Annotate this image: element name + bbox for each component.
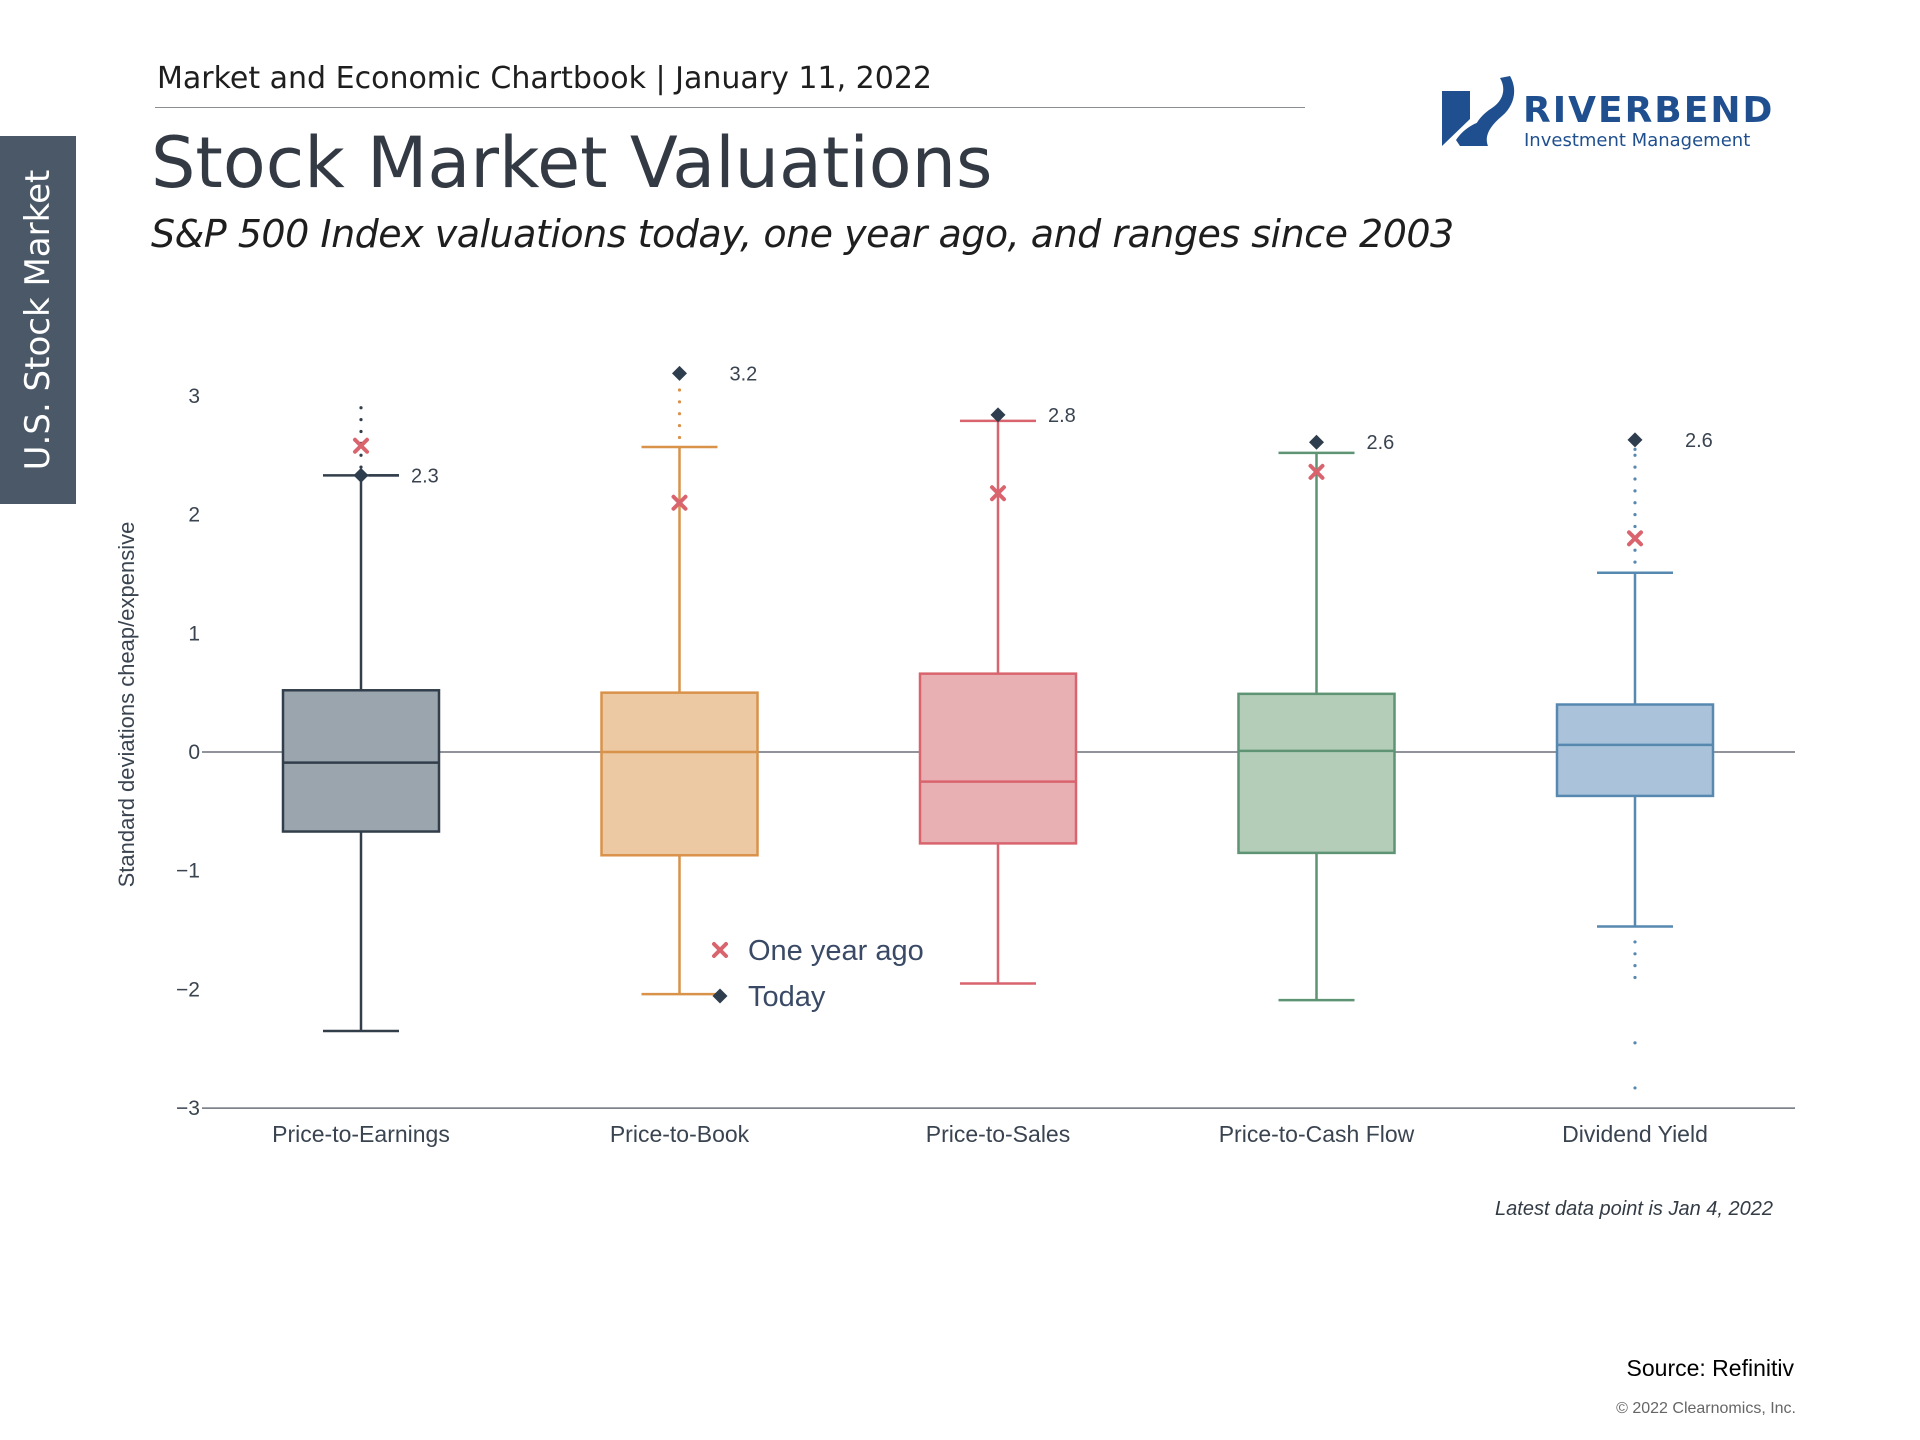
- outlier-point: [1633, 1086, 1637, 1090]
- x-stroke: [353, 437, 369, 454]
- outlier-point: [1633, 477, 1637, 481]
- legend-x-icon: [712, 942, 728, 958]
- outlier-point: [1633, 453, 1637, 457]
- riverbend-logo: RIVERBEND Investment Management: [1440, 74, 1772, 156]
- outlier-point: [359, 465, 363, 469]
- outlier-point: [1633, 447, 1637, 451]
- outlier-point: [1633, 560, 1637, 564]
- outlier-point: [1633, 952, 1637, 956]
- one-year-ago-marker: [353, 437, 369, 454]
- one-year-ago-marker: [671, 494, 688, 511]
- outlier-point: [359, 453, 363, 457]
- x-tick-label: Price-to-Sales: [926, 1121, 1070, 1147]
- today-value-label: 2.6: [1685, 430, 1713, 452]
- y-tick-label: 0: [188, 741, 200, 764]
- box: [1555, 703, 1715, 798]
- x-stroke: [671, 494, 688, 511]
- today-value-label: 2.8: [1048, 405, 1076, 427]
- outlier-point: [677, 388, 682, 392]
- x-tick-label: Price-to-Cash Flow: [1219, 1121, 1415, 1147]
- today-marker: [990, 407, 1006, 423]
- x-stroke: [1627, 530, 1643, 547]
- outlier-point: [359, 418, 363, 422]
- today-value-label: 3.2: [730, 363, 758, 385]
- x-stroke: [1308, 463, 1325, 480]
- x-tick-label: Dividend Yield: [1562, 1121, 1708, 1147]
- outlier-point: [1633, 465, 1637, 469]
- box: [600, 691, 759, 857]
- box: [281, 689, 441, 833]
- y-tick-label: 2: [188, 504, 200, 527]
- x-tick-label: Price-to-Book: [610, 1121, 750, 1147]
- today-marker: [672, 365, 687, 381]
- y-tick-label: −2: [176, 978, 200, 1001]
- header-divider: [155, 107, 1305, 108]
- one-year-ago-marker: [1308, 463, 1325, 480]
- side-tab: U.S. Stock Market: [0, 136, 76, 504]
- x-stroke: [990, 485, 1006, 502]
- outlier-point: [677, 400, 682, 404]
- outlier-point: [1633, 513, 1637, 517]
- publication-line: Market and Economic Chartbook | January …: [157, 61, 933, 96]
- outlier-point: [1633, 524, 1637, 529]
- logo-tagline: Investment Management: [1524, 130, 1751, 151]
- today-value-label: 2.3: [411, 465, 439, 487]
- y-tick-label: −1: [176, 860, 200, 883]
- outlier-point: [1633, 975, 1637, 980]
- outlier-point: [677, 435, 682, 440]
- y-tick-label: −3: [176, 1097, 200, 1120]
- box: [918, 672, 1078, 845]
- legend-diamond-icon: [712, 988, 728, 1004]
- today-marker: [1309, 434, 1324, 450]
- outlier-point: [1633, 548, 1637, 552]
- outlier-point: [1633, 501, 1637, 505]
- one-year-ago-marker: [990, 485, 1006, 502]
- one-year-ago-marker: [1627, 530, 1643, 547]
- y-tick-label: 3: [188, 385, 200, 408]
- today-marker: [1627, 432, 1643, 448]
- outlier-point: [359, 429, 363, 434]
- source-note: Source: Refinitiv: [1626, 1355, 1794, 1381]
- copyright: © 2022 Clearnomics, Inc.: [1616, 1400, 1796, 1417]
- today-marker: [353, 467, 369, 483]
- outlier-point: [677, 412, 682, 416]
- today-value-label: 2.6: [1367, 432, 1395, 454]
- y-tick-label: 1: [188, 622, 200, 645]
- box: [1237, 692, 1396, 855]
- outlier-point: [677, 423, 682, 428]
- y-axis-title: Standard deviations cheap/expensive: [114, 522, 139, 888]
- outlier-point: [1633, 964, 1637, 968]
- legend: One year ago Today: [712, 935, 924, 1013]
- outlier-point: [1633, 1041, 1637, 1045]
- logo-name: RIVERBEND: [1523, 90, 1775, 131]
- page-subtitle: S&P 500 Index valuations today, one year…: [151, 212, 1454, 256]
- legend-label: Today: [748, 981, 826, 1013]
- legend-label: One year ago: [748, 935, 924, 967]
- outlier-point: [1633, 940, 1637, 944]
- x-tick-label: Price-to-Earnings: [272, 1121, 450, 1147]
- footnote: Latest data point is Jan 4, 2022: [1495, 1198, 1773, 1220]
- page-title: Stock Market Valuations: [151, 122, 993, 204]
- outlier-point: [1633, 489, 1637, 493]
- logo-mark-icon: [1442, 76, 1515, 146]
- outlier-point: [359, 406, 363, 410]
